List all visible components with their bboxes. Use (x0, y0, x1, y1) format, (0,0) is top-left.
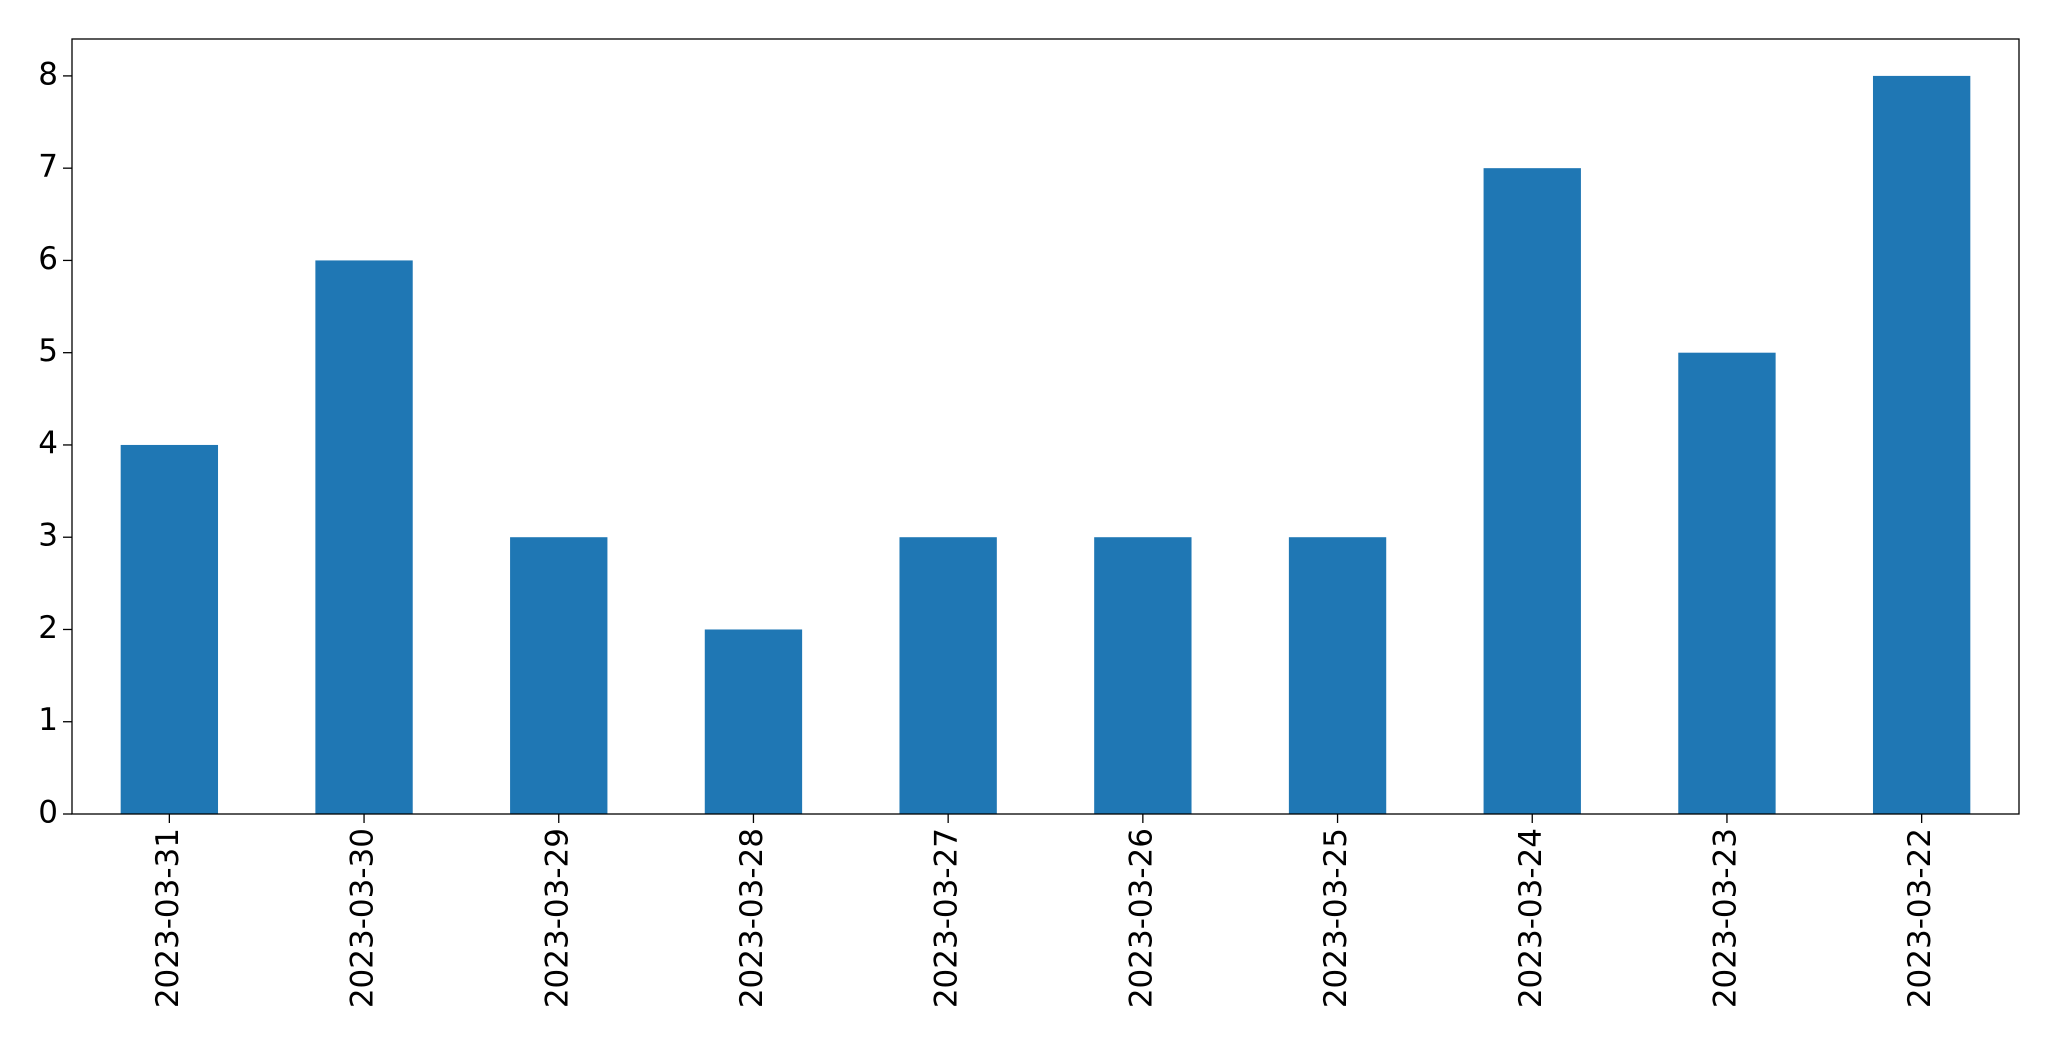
y-tick-label: 4 (38, 425, 58, 461)
x-tick-label: 2023-03-29 (539, 828, 575, 1008)
bar (1094, 537, 1192, 814)
x-tick-label: 2023-03-25 (1318, 828, 1354, 1008)
y-tick-label: 6 (38, 241, 58, 277)
x-tick-label: 2023-03-23 (1707, 828, 1743, 1008)
x-tick-label: 2023-03-28 (734, 828, 770, 1008)
y-tick-label: 3 (38, 518, 58, 554)
x-tick-label: 2023-03-22 (1902, 828, 1938, 1008)
bar (899, 537, 997, 814)
y-tick-label: 1 (38, 702, 58, 738)
y-tick-label: 0 (38, 795, 58, 831)
y-tick-label: 8 (38, 56, 58, 92)
y-tick-label: 2 (38, 610, 58, 646)
x-tick-label: 2023-03-27 (929, 828, 965, 1008)
bar (120, 444, 219, 814)
bar (1483, 168, 1581, 814)
bar (704, 629, 803, 814)
x-tick-label: 2023-03-31 (150, 828, 186, 1008)
x-tick-label: 2023-03-24 (1513, 828, 1549, 1008)
bar (1678, 352, 1776, 814)
bar (510, 537, 608, 814)
bar (315, 260, 413, 814)
y-tick-label: 5 (38, 333, 58, 369)
bar (1288, 537, 1387, 814)
bar (1872, 75, 1971, 814)
plot-frame (71, 38, 2020, 815)
x-tick-label: 2023-03-26 (1123, 828, 1159, 1008)
y-tick-label: 7 (38, 149, 58, 185)
x-tick-label: 2023-03-30 (345, 828, 381, 1008)
